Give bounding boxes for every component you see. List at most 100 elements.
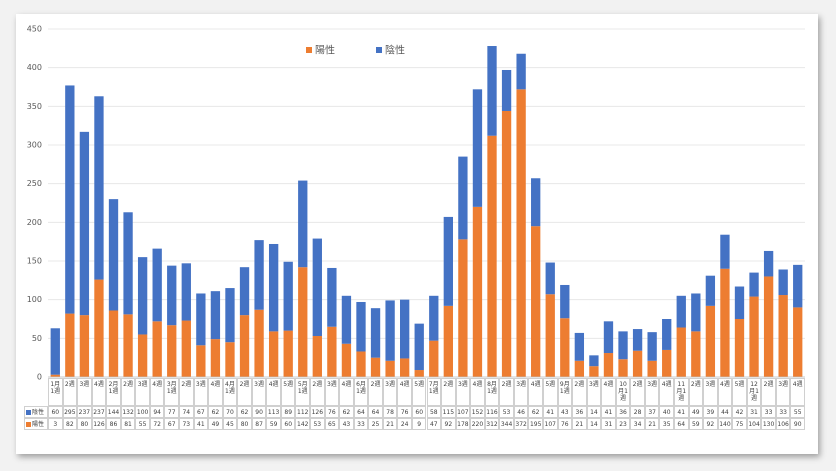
bar-segment	[210, 339, 221, 377]
bar-segment	[356, 351, 366, 377]
bar-segment	[501, 69, 512, 111]
table-value: 67	[193, 406, 209, 418]
table-value: 195	[528, 418, 543, 430]
bar-segment	[647, 360, 657, 377]
bar-segment	[603, 353, 614, 377]
table-value: 76	[324, 406, 340, 418]
x-tick-label: 4週	[717, 378, 733, 406]
table-value: 312	[484, 418, 500, 430]
x-tick-label: 3週	[513, 378, 529, 406]
bar-segment	[531, 178, 541, 227]
table-value: 92	[703, 418, 718, 430]
table-value: 62	[528, 406, 543, 418]
table-value: 90	[790, 418, 805, 430]
table-value: 36	[615, 406, 631, 418]
y-tick-label: 150	[27, 257, 42, 266]
bar-segment	[705, 275, 716, 306]
table-value: 81	[120, 418, 136, 430]
table-value: 237	[91, 406, 107, 418]
table-value: 100	[135, 406, 150, 418]
table-value: 46	[513, 406, 529, 418]
bar-segment	[574, 332, 585, 361]
table-value: 34	[630, 418, 645, 430]
table-series-label: 陰性	[24, 406, 48, 418]
table-value: 31	[746, 406, 762, 418]
x-tick-label: 4週	[149, 378, 165, 406]
bar-segment	[734, 286, 745, 319]
x-tick-label: 4週	[528, 378, 543, 406]
table-value: 9	[411, 418, 427, 430]
x-tick-label: 3週	[703, 378, 718, 406]
bar-segment	[603, 321, 614, 354]
bar-segment	[734, 319, 745, 377]
bar-segment	[370, 308, 381, 358]
table-value: 64	[673, 418, 689, 430]
bar-segment	[400, 299, 410, 359]
y-tick-label: 100	[27, 295, 42, 304]
bar-segment	[65, 313, 75, 377]
table-value: 62	[237, 406, 252, 418]
bar-segment	[676, 295, 686, 328]
y-tick-label: 50	[32, 334, 42, 343]
y-tick-label: 450	[27, 25, 42, 34]
bar-segment	[705, 305, 716, 377]
legend-label: 陰性	[385, 44, 405, 57]
bar-segment	[137, 334, 148, 377]
table-value: 14	[586, 418, 602, 430]
table-value: 37	[644, 406, 660, 418]
bar-segment	[94, 96, 104, 280]
x-tick-label: 4週	[790, 378, 805, 406]
table-value: 59	[688, 418, 704, 430]
bar-segment	[123, 314, 133, 377]
table-value: 3	[48, 418, 63, 430]
table-value: 60	[48, 406, 63, 418]
table-value: 53	[310, 418, 325, 430]
bar-segment	[487, 135, 497, 377]
bar-segment	[574, 360, 585, 377]
table-value: 140	[717, 418, 733, 430]
bar-segment	[676, 327, 686, 377]
table-value: 28	[630, 406, 645, 418]
bar-segment	[618, 331, 628, 360]
table-value: 41	[673, 406, 689, 418]
bar-segment	[167, 325, 177, 377]
y-tick-label: 250	[27, 179, 42, 188]
legend-swatch	[376, 47, 382, 53]
bar-segment	[79, 315, 90, 377]
bar-segment	[414, 370, 424, 377]
table-value: 80	[77, 418, 92, 430]
legend-swatch	[306, 47, 312, 53]
bar-segment	[414, 323, 424, 371]
bar-segment	[662, 319, 672, 350]
bar-segment	[763, 276, 774, 377]
table-value: 62	[208, 406, 223, 418]
bar-segment	[720, 234, 730, 269]
table-value: 74	[179, 406, 194, 418]
x-tick-label: 2週	[179, 378, 194, 406]
x-tick-label: 4週	[266, 378, 281, 406]
table-value: 35	[659, 418, 674, 430]
x-tick-label: 7月1週	[426, 378, 442, 406]
x-tick-label: 2週	[120, 378, 136, 406]
table-value: 372	[513, 418, 529, 430]
table-value: 75	[732, 418, 747, 430]
table-value: 80	[237, 418, 252, 430]
bar-segment	[516, 53, 526, 90]
y-tick-label: 350	[27, 102, 42, 111]
table-value: 60	[280, 418, 296, 430]
table-value: 107	[455, 406, 471, 418]
bar-segment	[239, 315, 250, 377]
bar-segment	[181, 320, 191, 377]
table-value: 42	[732, 406, 747, 418]
x-tick-label: 2週	[62, 378, 78, 406]
bar-segment	[749, 296, 759, 377]
bar-segment	[356, 301, 366, 352]
bar-segment	[283, 330, 293, 377]
table-value: 76	[557, 418, 573, 430]
table-value: 33	[761, 406, 776, 418]
table-value: 43	[557, 406, 573, 418]
bar-segment	[778, 269, 788, 296]
table-value: 33	[775, 406, 791, 418]
bar-segment	[268, 331, 279, 377]
bar-segment	[545, 262, 555, 295]
